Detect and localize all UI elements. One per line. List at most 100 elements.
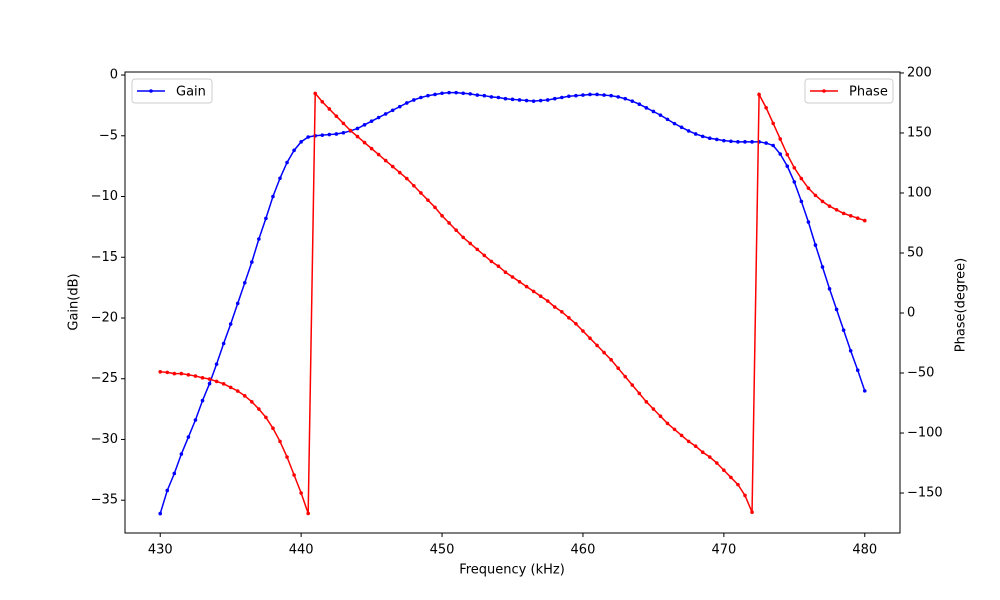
point: [862, 218, 867, 223]
point: [496, 264, 501, 268]
point: [419, 191, 423, 195]
point: [665, 421, 670, 426]
point: [644, 106, 649, 110]
point: [672, 427, 677, 432]
point: [848, 213, 853, 218]
point: [813, 243, 818, 247]
point: [285, 455, 289, 459]
point: [581, 93, 585, 97]
point: [306, 135, 310, 139]
point: [700, 450, 705, 455]
point: [707, 455, 712, 459]
y-axis-label: Gain(dB): [67, 273, 82, 330]
point: [454, 228, 458, 232]
x-tick-label: 450: [430, 543, 455, 558]
point: [397, 104, 402, 109]
point: [376, 115, 381, 120]
y2-tick-label: 50: [907, 245, 924, 260]
point: [574, 93, 578, 98]
point: [637, 391, 642, 396]
point: [672, 121, 677, 126]
y-tick-label: −30: [91, 432, 118, 447]
point: [623, 374, 628, 379]
point: [376, 152, 381, 157]
point: [560, 310, 564, 314]
point: [355, 134, 360, 139]
point: [327, 107, 332, 111]
point: [658, 113, 663, 117]
point: [334, 114, 339, 118]
point: [489, 259, 494, 264]
point: [834, 207, 839, 212]
point: [200, 398, 205, 403]
y-tick-label: −10: [91, 189, 118, 204]
point: [834, 307, 839, 312]
y-tick-label: −5: [99, 128, 118, 143]
point: [306, 511, 310, 516]
legend-label: Phase: [849, 85, 888, 100]
point: [630, 99, 635, 103]
y2-tick-label: 0: [907, 306, 915, 321]
point: [806, 220, 811, 224]
point: [433, 92, 437, 97]
point: [623, 96, 628, 101]
point: [320, 99, 325, 104]
y-tick-label: −15: [91, 250, 118, 265]
point: [489, 95, 494, 99]
point: [257, 237, 261, 241]
point: [517, 98, 522, 102]
point: [602, 93, 606, 97]
point: [771, 121, 775, 126]
y2-tick-label: −50: [907, 366, 934, 381]
point: [186, 435, 191, 439]
point: [820, 265, 825, 269]
point: [651, 109, 656, 114]
point: [221, 382, 226, 386]
point: [715, 461, 719, 465]
point: [362, 140, 367, 145]
point: [292, 473, 296, 477]
point: [616, 366, 620, 371]
point: [440, 91, 444, 96]
point: [242, 280, 247, 285]
point: [419, 95, 423, 100]
legend-box: [131, 78, 213, 104]
point: [299, 491, 303, 495]
point: [581, 329, 585, 333]
point: [179, 452, 184, 456]
y2-axis-label: Phase(degree): [954, 258, 969, 353]
point: [651, 407, 656, 411]
point: [257, 407, 261, 411]
point: [278, 176, 282, 181]
point: [588, 336, 592, 341]
point: [848, 348, 853, 353]
point: [235, 301, 240, 306]
point: [552, 96, 557, 101]
point: [841, 211, 846, 216]
point: [785, 152, 790, 157]
point: [482, 253, 487, 258]
point: [693, 132, 698, 136]
point: [292, 148, 296, 153]
point: [693, 444, 698, 449]
y2-tick-label: 100: [907, 185, 932, 200]
point: [383, 112, 388, 116]
point: [355, 126, 360, 131]
point: [764, 141, 768, 145]
point: [715, 137, 719, 142]
point: [440, 213, 444, 218]
point: [517, 279, 522, 284]
point: [799, 199, 804, 204]
point: [757, 92, 761, 97]
point: [405, 101, 409, 105]
point: [179, 371, 184, 376]
point: [567, 316, 571, 320]
point: [165, 370, 170, 375]
point: [228, 322, 233, 326]
point: [827, 287, 832, 291]
point: [531, 289, 536, 294]
point: [686, 129, 691, 133]
point: [158, 370, 163, 374]
point: [545, 98, 550, 102]
